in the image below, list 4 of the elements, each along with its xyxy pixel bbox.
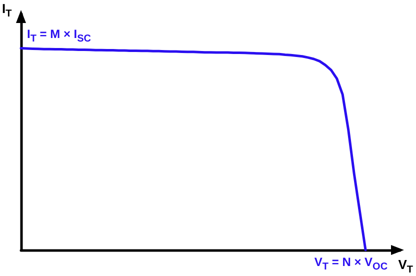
x-axis-title: V$_{T}$ — [398, 257, 413, 276]
y-axis-title: I$_{T}$ — [2, 1, 12, 20]
text: V$_{T}$ = N × V$_{OC}$ — [314, 255, 388, 272]
text: I$_{T}$ = M × I$_{SC}$ — [27, 26, 92, 44]
